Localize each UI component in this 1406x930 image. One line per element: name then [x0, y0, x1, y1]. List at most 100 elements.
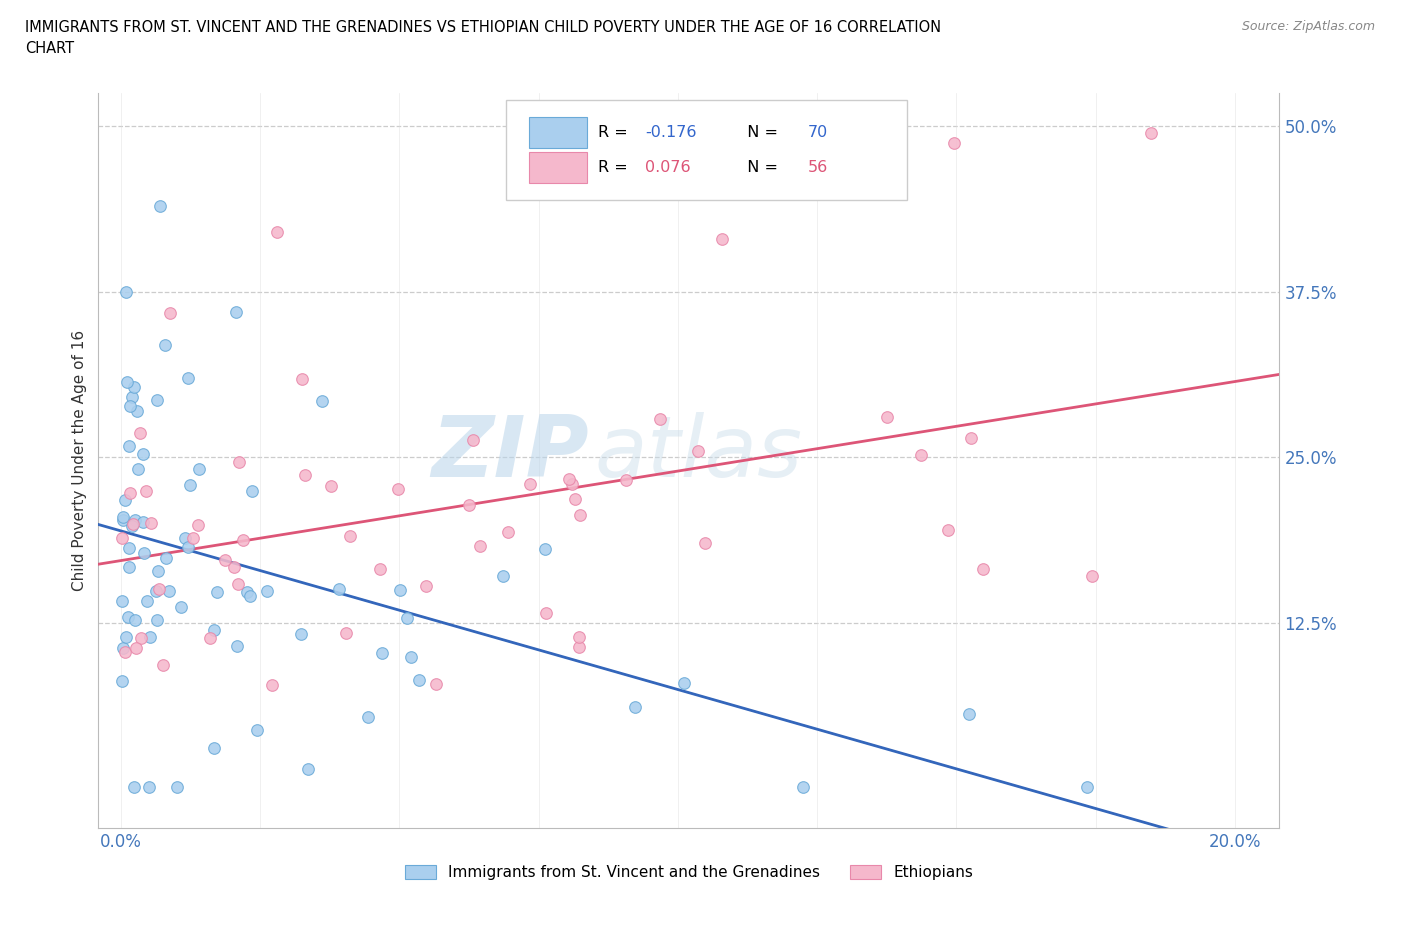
- Point: [388, 583, 411, 598]
- Point: [564, 491, 586, 506]
- Point: [240, 484, 263, 498]
- Point: [297, 762, 319, 777]
- Point: [214, 552, 236, 567]
- Point: [145, 584, 167, 599]
- FancyBboxPatch shape: [530, 117, 588, 148]
- Text: IMMIGRANTS FROM ST. VINCENT AND THE GRENADINES VS ETHIOPIAN CHILD POVERTY UNDER : IMMIGRANTS FROM ST. VINCENT AND THE GREN…: [25, 20, 942, 35]
- Point: [124, 641, 146, 656]
- Point: [134, 546, 156, 561]
- Point: [112, 512, 135, 527]
- Point: [132, 514, 155, 529]
- Point: [686, 444, 709, 458]
- Point: [457, 498, 479, 512]
- Point: [519, 476, 541, 491]
- Point: [146, 393, 169, 408]
- Point: [118, 541, 141, 556]
- Point: [492, 569, 515, 584]
- Point: [256, 584, 278, 599]
- Point: [131, 631, 153, 645]
- Text: -0.176: -0.176: [645, 126, 697, 140]
- Point: [115, 285, 138, 299]
- Point: [187, 517, 209, 532]
- Point: [114, 644, 136, 659]
- Point: [246, 723, 269, 737]
- Text: ZIP: ZIP: [430, 411, 589, 495]
- Text: 56: 56: [808, 160, 828, 175]
- Point: [132, 446, 155, 461]
- Point: [387, 481, 409, 496]
- Point: [957, 706, 980, 721]
- Point: [149, 198, 172, 213]
- Point: [188, 461, 211, 476]
- Point: [118, 399, 141, 414]
- Point: [368, 562, 391, 577]
- Point: [321, 478, 343, 493]
- Point: [166, 779, 188, 794]
- Point: [225, 305, 247, 320]
- Point: [569, 508, 592, 523]
- FancyBboxPatch shape: [530, 152, 588, 182]
- Point: [177, 539, 200, 554]
- Point: [650, 412, 672, 427]
- Point: [117, 609, 139, 624]
- Point: [120, 485, 142, 500]
- Point: [148, 581, 170, 596]
- Point: [179, 477, 201, 492]
- Point: [117, 438, 139, 453]
- Text: Source: ZipAtlas.com: Source: ZipAtlas.com: [1241, 20, 1375, 33]
- Y-axis label: Child Poverty Under the Age of 16: Child Poverty Under the Age of 16: [72, 330, 87, 591]
- Point: [534, 541, 557, 556]
- Point: [357, 710, 380, 724]
- Point: [202, 623, 225, 638]
- Point: [294, 468, 316, 483]
- Point: [792, 779, 814, 794]
- Point: [614, 472, 637, 487]
- Point: [139, 516, 162, 531]
- Point: [672, 675, 695, 690]
- Point: [152, 658, 174, 672]
- Point: [176, 370, 198, 385]
- FancyBboxPatch shape: [506, 100, 907, 200]
- Point: [624, 699, 647, 714]
- Point: [936, 523, 959, 538]
- Point: [121, 519, 143, 534]
- Point: [181, 530, 204, 545]
- Point: [371, 645, 394, 660]
- Point: [122, 379, 145, 394]
- Point: [117, 559, 139, 574]
- Text: R =: R =: [598, 126, 633, 140]
- Point: [1076, 779, 1098, 794]
- Point: [157, 583, 180, 598]
- Point: [468, 539, 491, 554]
- Point: [534, 605, 557, 620]
- Point: [232, 532, 254, 547]
- Point: [145, 613, 167, 628]
- Text: CHART: CHART: [25, 41, 75, 56]
- Text: 0.076: 0.076: [645, 160, 690, 175]
- Text: atlas: atlas: [595, 411, 803, 495]
- Text: 70: 70: [808, 126, 828, 140]
- Point: [155, 551, 177, 565]
- Point: [111, 593, 134, 608]
- Point: [943, 136, 966, 151]
- Point: [128, 461, 150, 476]
- Point: [228, 455, 250, 470]
- Point: [111, 674, 134, 689]
- Point: [200, 631, 222, 645]
- Point: [401, 650, 423, 665]
- Point: [138, 779, 160, 794]
- Point: [290, 627, 312, 642]
- Point: [1081, 568, 1104, 583]
- Point: [239, 589, 262, 604]
- Point: [496, 525, 519, 539]
- Point: [425, 676, 447, 691]
- Point: [972, 562, 994, 577]
- Point: [568, 630, 591, 644]
- Point: [159, 306, 181, 321]
- Text: N =: N =: [737, 160, 783, 175]
- Point: [266, 224, 288, 239]
- Point: [1140, 126, 1163, 140]
- Point: [205, 585, 228, 600]
- Point: [155, 337, 177, 352]
- Point: [114, 630, 136, 644]
